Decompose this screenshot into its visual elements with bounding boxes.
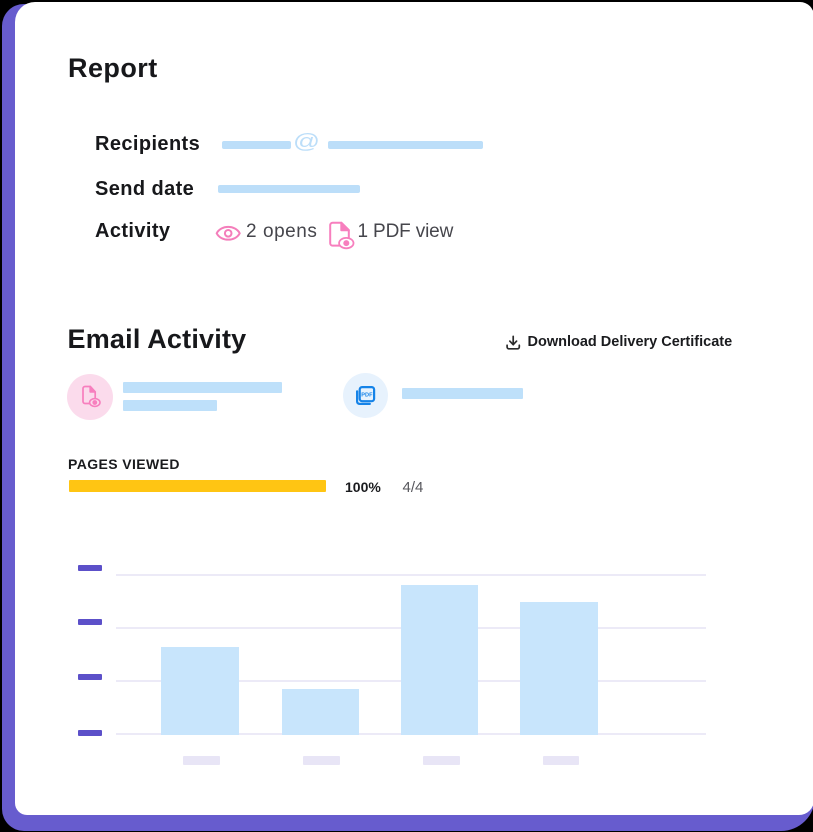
svg-text:PDF: PDF (361, 392, 373, 398)
